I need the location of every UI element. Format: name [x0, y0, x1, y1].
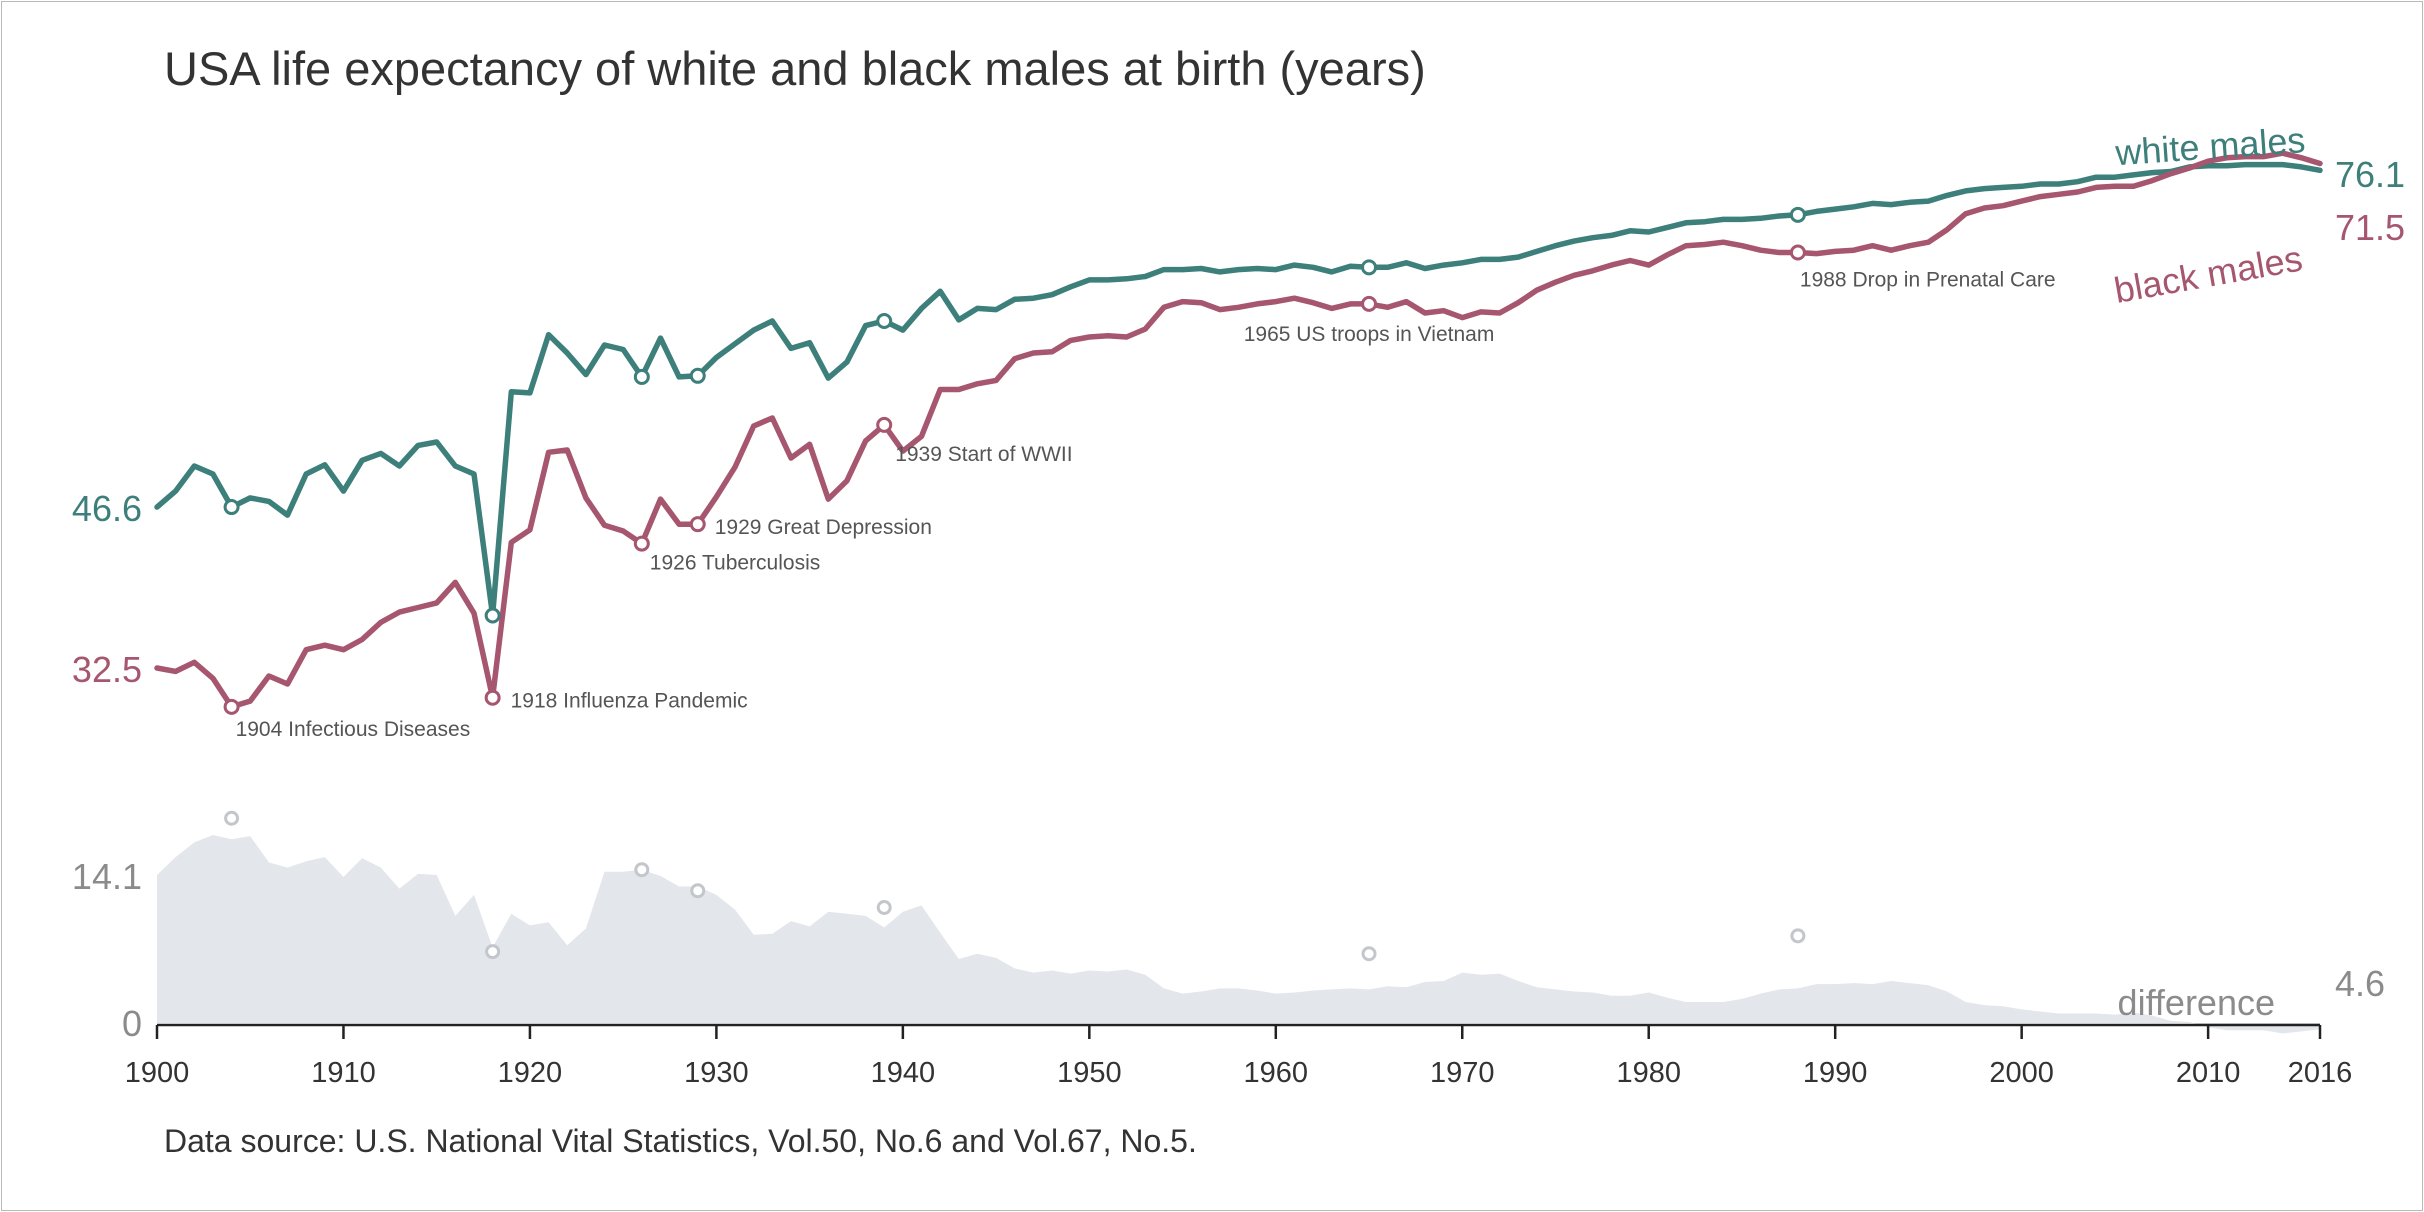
series-lines-layer: [154, 150, 2323, 710]
x-tick-label: 1920: [498, 1057, 563, 1089]
black-event-marker: [223, 698, 240, 715]
white-event-marker: [1789, 206, 1806, 223]
white-event-marker: [633, 368, 650, 385]
x-axis: 1900 1910 1920 1930 1940 1950 1960 1970 1980 1990…: [125, 1023, 2353, 1089]
difference-area: [157, 835, 2320, 1034]
difference-start-value: 14.1: [72, 856, 142, 897]
white-event-marker: [223, 499, 240, 516]
event-annotation-label: 1939 Start of WWII: [895, 443, 1072, 466]
difference-area-layer: [157, 835, 2320, 1034]
x-tick-label: 2000: [1989, 1057, 2054, 1089]
difference-event-marker: [485, 944, 501, 960]
black-event-marker: [876, 416, 893, 433]
x-tick-label: 2016: [2288, 1057, 2353, 1089]
white-males-line: [154, 161, 2323, 619]
white-event-marker: [689, 367, 706, 384]
x-tick-label: 1950: [1057, 1057, 1122, 1089]
black-series-name: black males: [2111, 238, 2305, 311]
difference-event-marker: [224, 810, 240, 826]
black-event-marker: [1789, 244, 1806, 261]
event-annotation-label: 1929 Great Depression: [715, 516, 932, 539]
x-tick-label: 1960: [1244, 1057, 1309, 1089]
white-event-marker: [1361, 259, 1378, 276]
black-event-marker: [1361, 295, 1378, 312]
difference-event-marker: [690, 883, 706, 899]
event-annotation-label: 1904 Infectious Diseases: [236, 718, 471, 741]
x-tick-label: 1990: [1803, 1057, 1868, 1089]
x-tick-label: 1970: [1430, 1057, 1495, 1089]
black-event-marker: [633, 535, 650, 552]
difference-event-marker: [876, 900, 892, 915]
data-source-note: Data source: U.S. National Vital Statist…: [164, 1123, 1197, 1159]
black-end-value: 71.5: [2335, 207, 2405, 248]
x-tick-label: 1910: [311, 1057, 376, 1089]
event-annotation-label: 1926 Tuberculosis: [650, 552, 820, 575]
white-end-value: 76.1: [2335, 154, 2405, 195]
black-event-marker: [689, 516, 706, 533]
white-event-marker: [484, 607, 501, 624]
x-tick-label: 1900: [125, 1057, 190, 1089]
x-tick-label: 1930: [684, 1057, 749, 1089]
black-start-value: 32.5: [72, 649, 142, 690]
x-tick-label: 2010: [2176, 1057, 2241, 1089]
white-event-marker: [876, 312, 893, 329]
event-annotation-label: 1918 Influenza Pandemic: [511, 690, 748, 713]
difference-zero-value: 0: [122, 1003, 142, 1044]
difference-event-marker: [1790, 928, 1806, 944]
x-tick-label: 1980: [1616, 1057, 1681, 1089]
x-tick-label: 1940: [871, 1057, 936, 1089]
event-annotation-label: 1965 US troops in Vietnam: [1244, 323, 1495, 346]
difference-series-name: difference: [2118, 982, 2275, 1023]
event-markers-layer: [223, 206, 1806, 962]
difference-end-value: 4.6: [2335, 963, 2385, 1004]
black-event-marker: [484, 689, 501, 706]
black-males-line: [154, 150, 2323, 710]
difference-event-marker: [1361, 946, 1377, 962]
chart-title: USA life expectancy of white and black m…: [164, 42, 1426, 95]
white-start-value: 46.6: [72, 488, 142, 529]
event-annotation-label: 1988 Drop in Prenatal Care: [1800, 269, 2056, 292]
difference-event-marker: [634, 862, 650, 878]
